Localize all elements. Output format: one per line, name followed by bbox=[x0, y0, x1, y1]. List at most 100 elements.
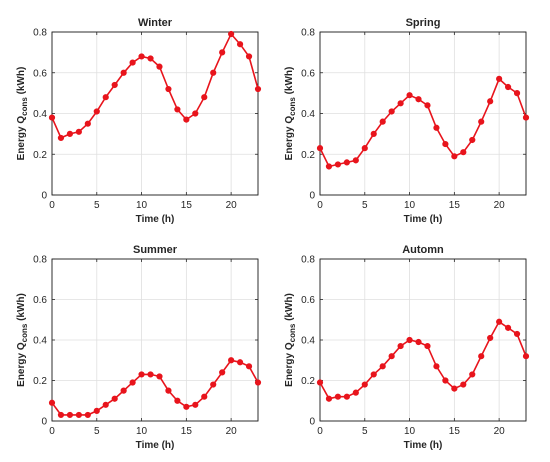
data-point bbox=[102, 401, 109, 408]
data-point bbox=[433, 363, 440, 370]
data-point bbox=[236, 41, 244, 48]
y-tick-label: 0.2 bbox=[301, 376, 315, 387]
data-point bbox=[120, 387, 127, 394]
data-point bbox=[210, 69, 217, 76]
y-tick-label: 0.2 bbox=[301, 150, 315, 161]
data-point bbox=[522, 353, 530, 360]
x-axis-label: Time (h) bbox=[136, 440, 175, 451]
data-point bbox=[165, 387, 172, 394]
data-point bbox=[397, 100, 404, 107]
data-point bbox=[451, 385, 458, 392]
data-point bbox=[147, 371, 154, 378]
data-point bbox=[111, 395, 118, 402]
chart-title: Summer bbox=[133, 244, 178, 256]
data-point bbox=[316, 379, 324, 386]
y-axis-label: Energy Qcons (kWh) bbox=[284, 67, 297, 161]
x-tick-label: 5 bbox=[94, 426, 100, 437]
y-axis-label: Energy Qcons (kWh) bbox=[284, 293, 297, 387]
data-point bbox=[325, 163, 333, 170]
data-point bbox=[129, 59, 136, 66]
data-point bbox=[343, 393, 350, 400]
data-point bbox=[433, 124, 440, 131]
y-tick-label: 0.8 bbox=[301, 255, 315, 266]
data-point bbox=[325, 395, 333, 402]
data-point bbox=[228, 357, 235, 364]
data-point bbox=[75, 128, 82, 135]
data-point bbox=[192, 401, 199, 408]
data-point bbox=[379, 118, 386, 125]
y-axis-label-subscript: cons bbox=[20, 323, 29, 342]
y-tick-label: 0.4 bbox=[301, 336, 315, 347]
data-point bbox=[424, 342, 431, 350]
data-point bbox=[388, 353, 395, 360]
y-tick-label: 0.8 bbox=[33, 28, 47, 39]
data-point bbox=[219, 369, 226, 376]
y-tick-label: 0.6 bbox=[33, 295, 47, 306]
data-point bbox=[513, 90, 521, 97]
data-point bbox=[334, 393, 342, 400]
y-tick-label: 0.4 bbox=[33, 109, 47, 120]
data-point bbox=[147, 55, 154, 62]
data-point bbox=[352, 157, 359, 164]
data-point bbox=[343, 159, 350, 166]
x-axis-label: Time (h) bbox=[136, 214, 175, 225]
data-point bbox=[66, 411, 74, 419]
x-tick-label: 0 bbox=[317, 200, 323, 211]
data-point bbox=[254, 85, 262, 93]
y-axis-label-subscript: cons bbox=[288, 97, 297, 116]
data-point bbox=[487, 334, 494, 342]
data-point bbox=[201, 393, 208, 400]
y-tick-label: 0.6 bbox=[301, 295, 315, 306]
x-axis-label: Time (h) bbox=[404, 440, 443, 451]
data-point bbox=[183, 116, 190, 123]
x-tick-label: 15 bbox=[449, 426, 461, 437]
y-tick-label: 0 bbox=[309, 191, 315, 202]
data-point bbox=[57, 134, 65, 142]
data-point bbox=[111, 81, 118, 89]
chart-panel-winter: 0 5 10 15 20 0 0.2 0.4 0.6 0.8 Winter Time (h) Energ… bbox=[16, 17, 262, 225]
y-tick-label: 0 bbox=[41, 191, 47, 202]
y-tick-label: 0.8 bbox=[301, 28, 315, 39]
data-point bbox=[460, 381, 467, 388]
x-tick-label: 20 bbox=[494, 200, 506, 211]
x-tick-label: 5 bbox=[362, 200, 368, 211]
data-point bbox=[352, 389, 359, 396]
data-point bbox=[406, 336, 413, 344]
y-axis-label: Energy Qcons (kWh) bbox=[16, 67, 29, 161]
x-axis-label: Time (h) bbox=[404, 214, 443, 225]
x-tick-label: 20 bbox=[494, 426, 506, 437]
data-point bbox=[84, 120, 91, 127]
data-point bbox=[48, 399, 56, 406]
y-axis-label-main: Energy Q bbox=[16, 116, 27, 161]
chart-title: Winter bbox=[138, 17, 173, 29]
data-point bbox=[451, 153, 458, 160]
data-point bbox=[93, 407, 100, 414]
x-tick-label: 0 bbox=[49, 200, 55, 211]
data-point bbox=[174, 397, 181, 404]
x-tick-label: 0 bbox=[49, 426, 55, 437]
data-point bbox=[487, 98, 494, 105]
data-point bbox=[183, 403, 190, 410]
y-tick-label: 0 bbox=[309, 417, 315, 428]
y-tick-label: 0.6 bbox=[33, 68, 47, 79]
x-tick-label: 0 bbox=[317, 426, 323, 437]
data-point bbox=[84, 411, 91, 419]
data-point bbox=[245, 53, 253, 60]
y-axis-label-subscript: cons bbox=[20, 97, 29, 116]
data-point bbox=[129, 379, 136, 386]
y-axis-label-unit: (kWh) bbox=[16, 67, 27, 98]
data-point bbox=[210, 381, 217, 388]
data-point bbox=[496, 318, 503, 325]
data-point bbox=[93, 108, 100, 115]
data-point bbox=[415, 338, 422, 346]
data-point bbox=[424, 102, 431, 109]
chart-title: Automn bbox=[402, 244, 444, 256]
y-axis-label-main: Energy Q bbox=[16, 342, 27, 387]
x-tick-label: 20 bbox=[226, 426, 238, 437]
data-point bbox=[460, 149, 467, 156]
data-point bbox=[379, 363, 386, 370]
data-point bbox=[478, 353, 485, 360]
x-tick-label: 10 bbox=[136, 200, 148, 211]
